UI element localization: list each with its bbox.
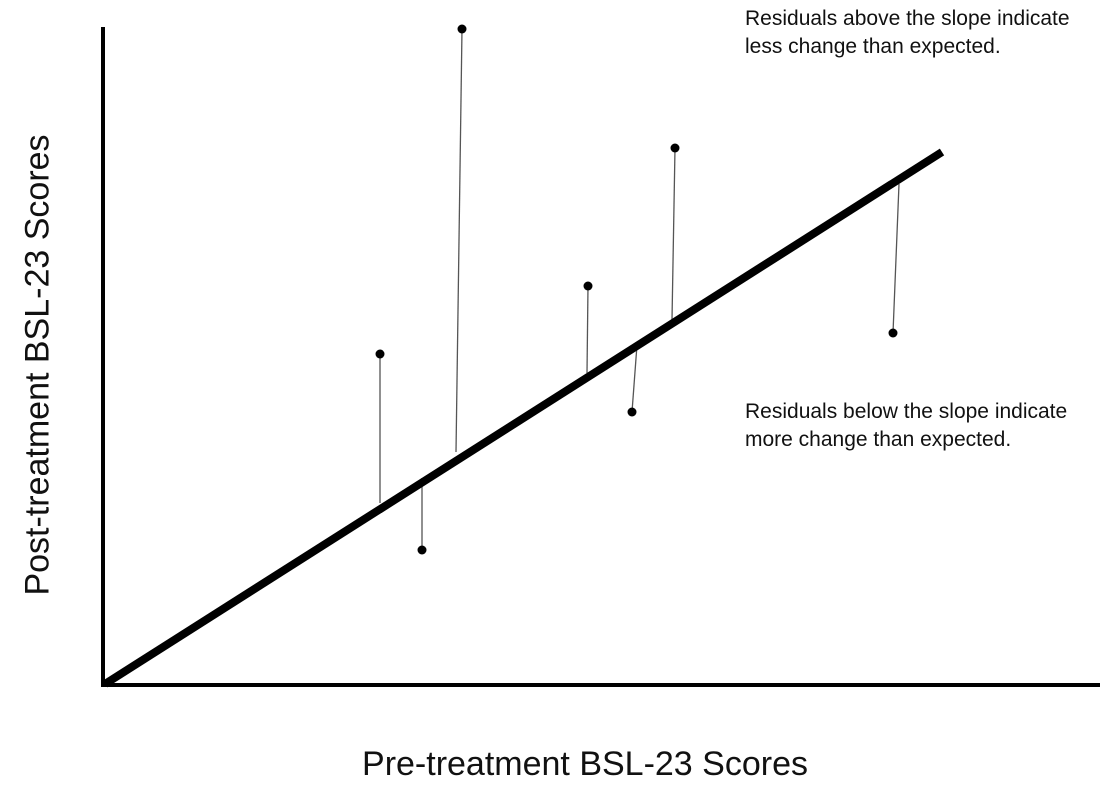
residual-line bbox=[631, 344, 638, 413]
data-point bbox=[375, 349, 385, 359]
data-point bbox=[583, 281, 593, 291]
x-axis-label: Pre-treatment BSL-23 Scores bbox=[362, 745, 808, 783]
annotation-above: Residuals above the slope indicate less … bbox=[745, 5, 1070, 61]
residual-lines bbox=[379, 28, 900, 550]
data-point bbox=[627, 407, 637, 417]
residual-line bbox=[671, 147, 676, 321]
data-points bbox=[375, 24, 898, 555]
annotation-below-line1: Residuals below the slope indicate bbox=[745, 400, 1068, 423]
annotation-above-line1: Residuals above the slope indicate bbox=[745, 7, 1070, 30]
annotation-below: Residuals below the slope indicate more … bbox=[745, 398, 1067, 454]
y-axis-label: Post-treatment BSL-23 Scores bbox=[18, 134, 57, 596]
annotation-above-line2: less change than expected. bbox=[745, 35, 1001, 58]
annotation-below-line2: more change than expected. bbox=[745, 428, 1012, 451]
data-point bbox=[457, 24, 467, 34]
data-point bbox=[417, 545, 427, 555]
residual-line bbox=[892, 183, 900, 334]
data-point bbox=[670, 143, 680, 153]
residual-line bbox=[455, 28, 463, 453]
data-point bbox=[888, 328, 898, 338]
regression-line bbox=[102, 148, 945, 688]
residual-line bbox=[586, 285, 589, 374]
